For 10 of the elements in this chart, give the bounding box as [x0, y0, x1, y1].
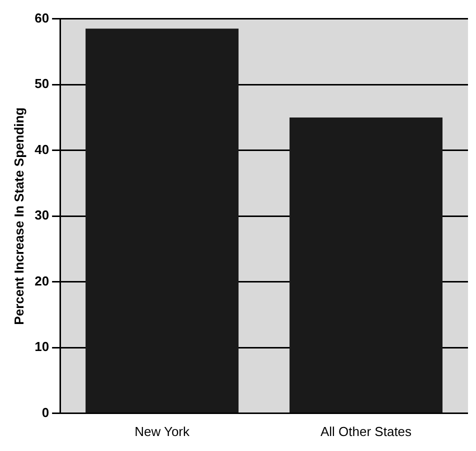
y-tick-label: 20: [34, 273, 50, 288]
y-tick-label: 30: [34, 208, 50, 223]
y-tick-label: 10: [34, 339, 50, 354]
y-tick-label: 0: [42, 404, 50, 420]
y-tick-label: 50: [34, 76, 50, 92]
y-tick-label: 60: [34, 10, 50, 26]
x-tick-label: All Other States: [320, 424, 412, 439]
y-axis-title: Percent Increase In State Spending: [11, 107, 26, 325]
y-tick-label: 40: [34, 142, 50, 157]
x-tick-label: New York: [134, 424, 190, 439]
